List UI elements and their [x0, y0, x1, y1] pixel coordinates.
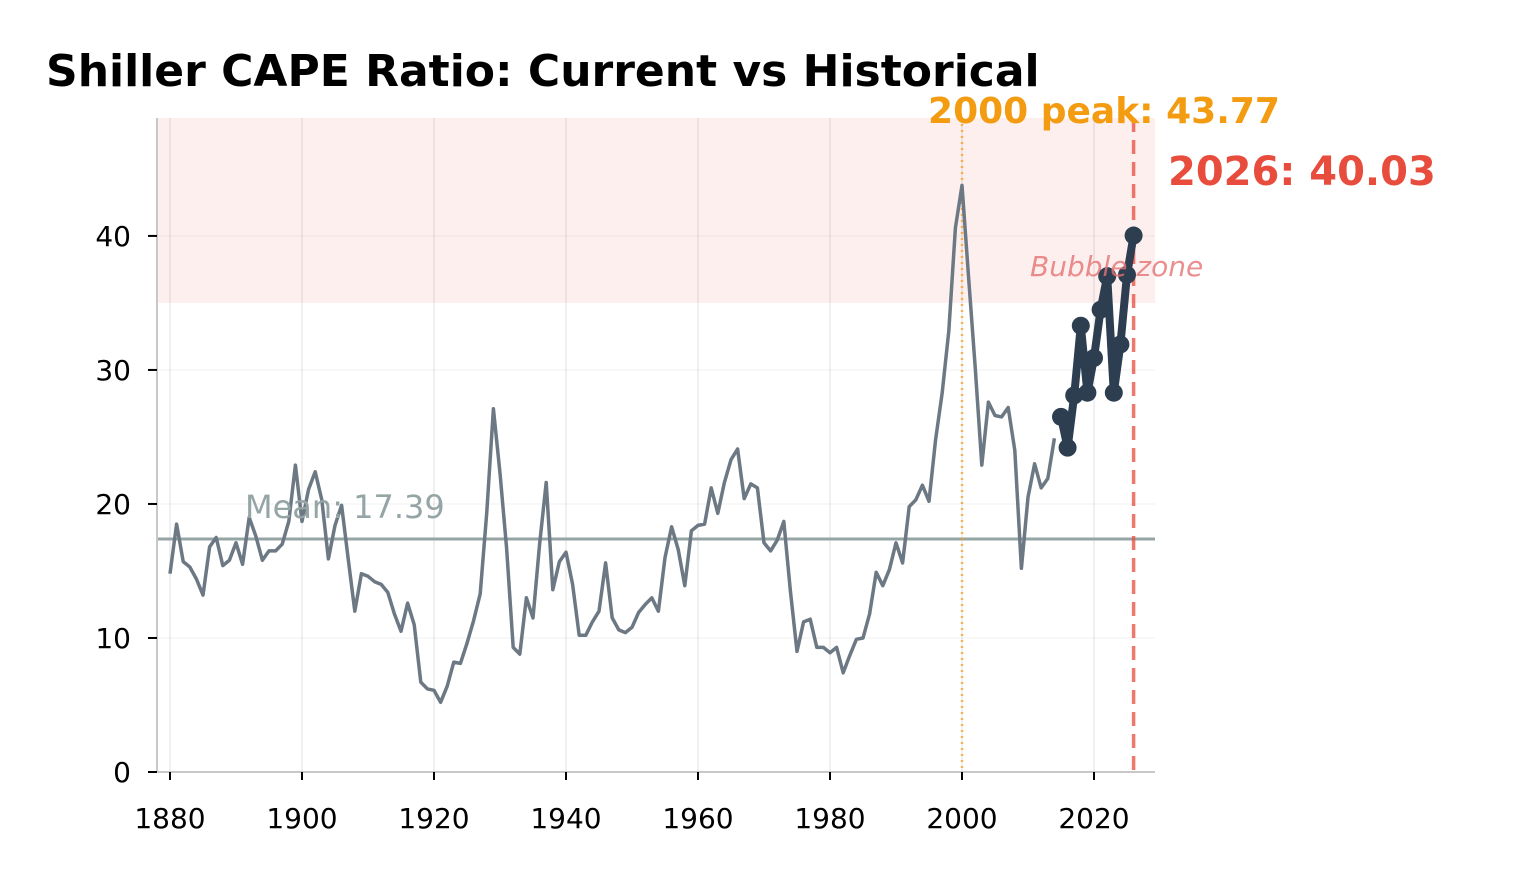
x-tick-label: 2000 — [926, 802, 997, 835]
mean-label: Mean: 17.39 — [245, 488, 445, 526]
x-tick-label: 1920 — [398, 802, 469, 835]
peak-label: 2000 peak: 43.77 — [928, 91, 1280, 132]
y-tick-label: 20 — [95, 488, 131, 521]
series-recent-point — [1111, 335, 1130, 354]
plot-area: 1880 1900 1920 1940 1960 1980 2000 2020 0 10 20 30 4… — [95, 118, 1155, 835]
x-tick-label: 1960 — [662, 802, 733, 835]
current-label: 2026: 40.03 — [1168, 149, 1436, 195]
series-recent-point — [1124, 226, 1143, 245]
x-tick-label: 1880 — [134, 802, 205, 835]
series-recent-point — [1091, 300, 1110, 319]
y-tick-label: 0 — [113, 756, 131, 789]
series-recent-point — [1085, 348, 1103, 367]
x-tick-label: 1940 — [530, 802, 601, 835]
series-recent-point — [1058, 438, 1077, 457]
series-recent-point — [1098, 267, 1117, 286]
y-tick-label: 30 — [95, 354, 131, 387]
x-tick-label: 1980 — [794, 802, 865, 835]
bubble-zone-label: Bubble zone — [1030, 250, 1203, 283]
series-recent-point — [1118, 265, 1136, 284]
x-tick-label: 1900 — [266, 802, 337, 835]
series-recent-point — [1104, 383, 1123, 402]
bubble-zone-band — [157, 118, 1155, 303]
series-historical-line — [168, 183, 1057, 705]
y-tick-label: 10 — [95, 622, 131, 655]
chart-title: Shiller CAPE Ratio: Current vs Historica… — [46, 46, 1040, 97]
y-tick-label: 40 — [95, 220, 131, 253]
series-recent-point — [1071, 316, 1090, 335]
series-recent-point — [1078, 383, 1097, 402]
series-recent-point — [1052, 407, 1070, 426]
x-tick-label: 2020 — [1058, 802, 1129, 835]
